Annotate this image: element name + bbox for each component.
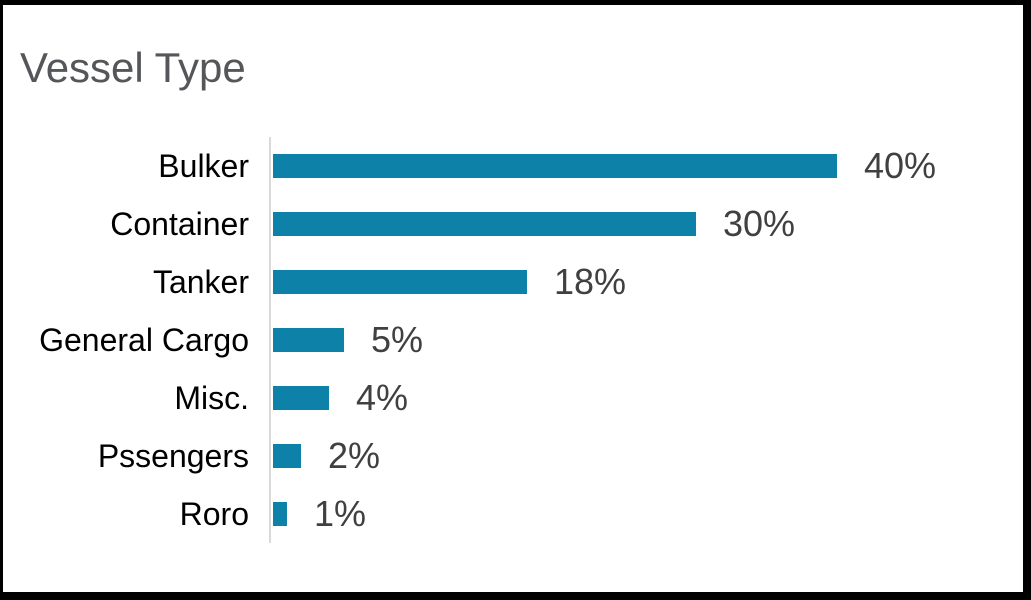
category-label: Roro [179,496,249,533]
bar [273,502,287,527]
category-label: Container [110,206,249,243]
value-label: 18% [554,261,627,303]
chart-title: Vessel Type [20,44,246,91]
value-label: 30% [723,203,796,245]
bar [273,444,301,469]
value-label: 5% [371,319,424,361]
chart-rows: Bulker 40% Container 30% Tanker 18% Gene… [3,137,1023,543]
category-label: Bulker [158,148,249,185]
bar-chart: Bulker 40% Container 30% Tanker 18% Gene… [3,137,1023,544]
bar-track: 40% [273,137,936,195]
bar [273,154,837,179]
chart-row: Tanker 18% [3,253,1023,311]
bar-track: 30% [273,195,795,253]
chart-row: General Cargo 5% [3,311,1023,369]
value-label: 2% [328,435,381,477]
category-label: Misc. [174,380,249,417]
bar-track: 18% [273,253,626,311]
bar [273,328,344,353]
bar-track: 1% [273,485,366,543]
chart-row: Roro 1% [3,485,1023,543]
value-label: 4% [356,377,409,419]
value-label: 40% [864,145,937,187]
chart-row: Pssengers 2% [3,427,1023,485]
bar [273,212,696,237]
category-label: Pssengers [97,438,249,475]
bar [273,270,527,295]
category-label: Tanker [152,264,249,301]
value-label: 1% [314,493,367,535]
y-axis-line [269,137,271,544]
category-label: General Cargo [39,322,249,359]
chart-row: Misc. 4% [3,369,1023,427]
chart-row: Bulker 40% [3,137,1023,195]
bar-track: 2% [273,427,380,485]
bar-track: 5% [273,311,423,369]
chart-row: Container 30% [3,195,1023,253]
bar [273,386,329,411]
bar-track: 4% [273,369,408,427]
